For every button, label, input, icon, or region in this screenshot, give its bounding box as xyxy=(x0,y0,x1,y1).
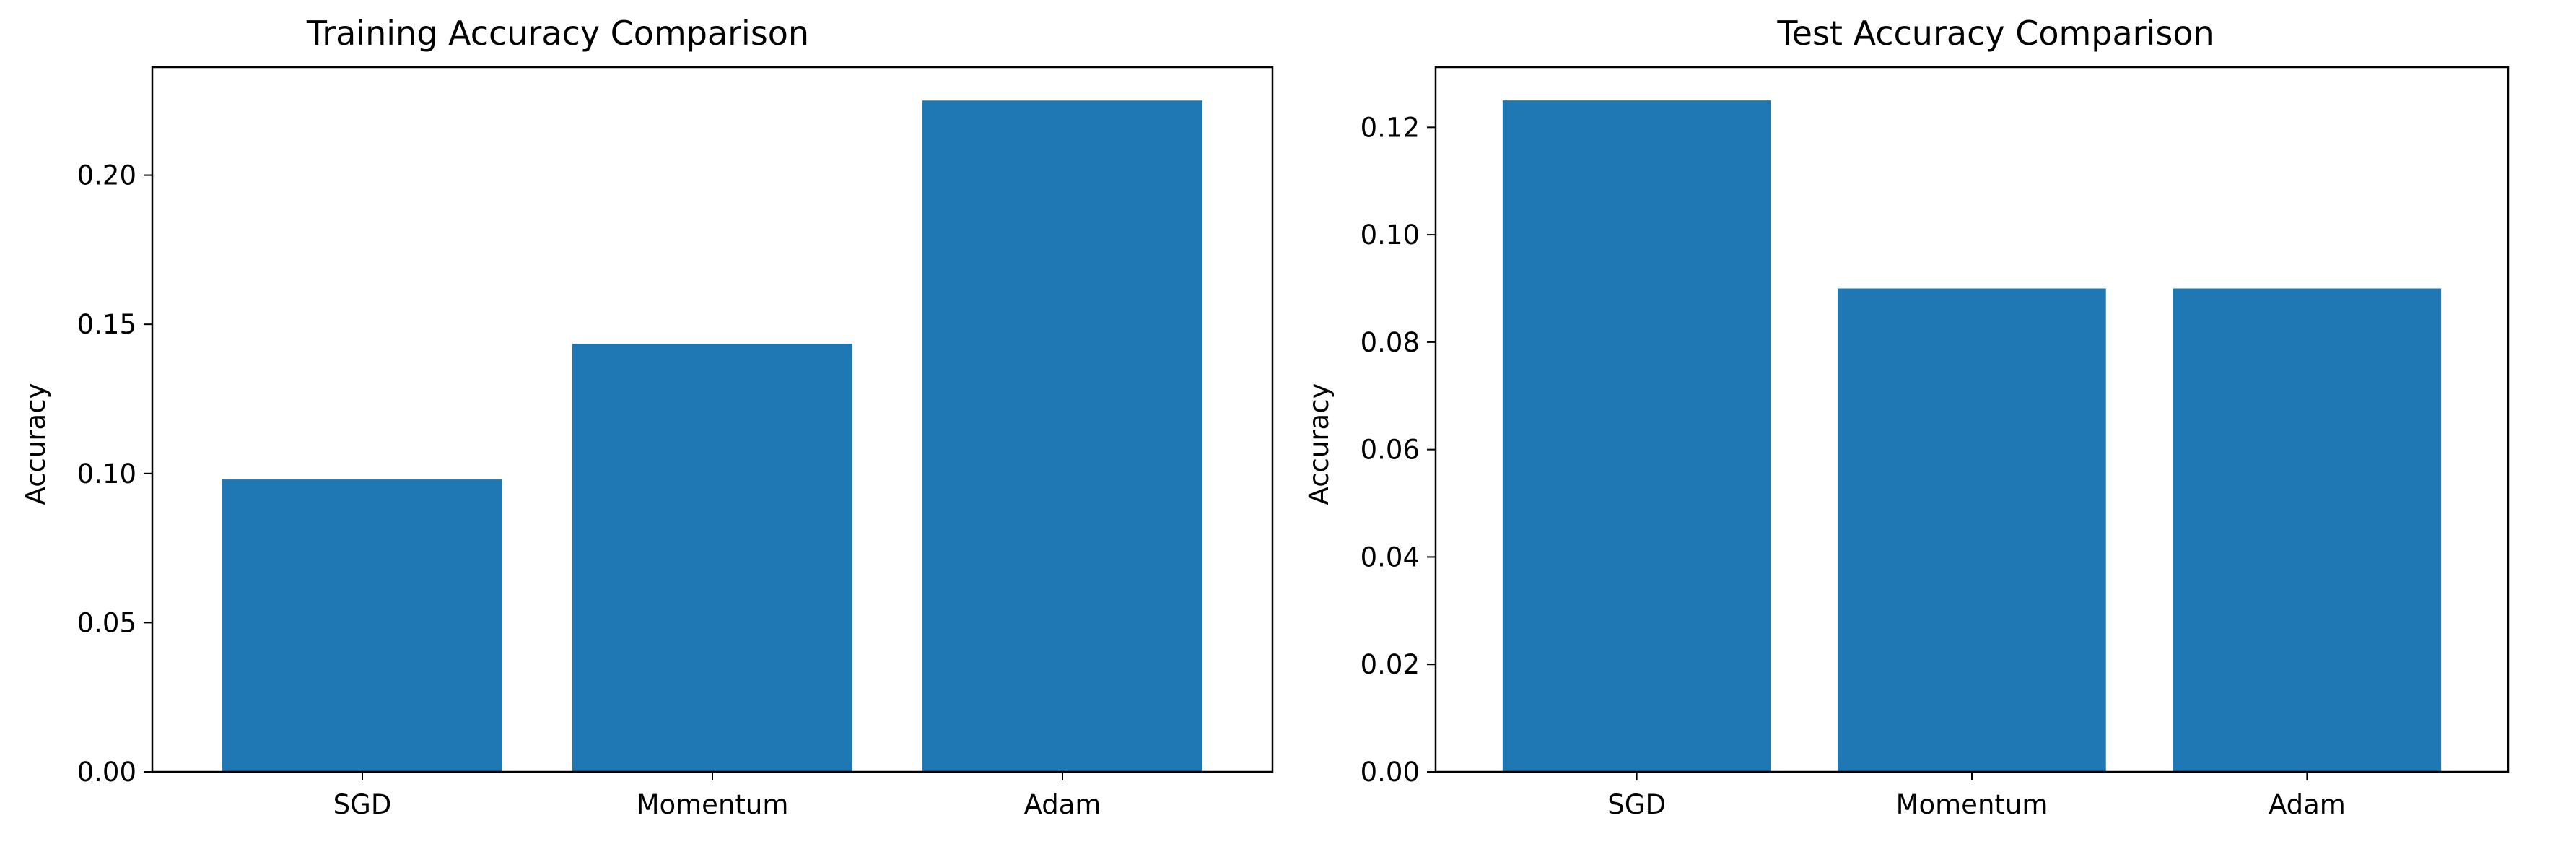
x-ticks: SGD Momentum Adam xyxy=(333,772,1101,820)
x-tick-label: Adam xyxy=(1024,789,1101,820)
bar-momentum xyxy=(572,344,852,772)
bar-sgd xyxy=(1502,100,1771,772)
x-tick-label: SGD xyxy=(333,789,392,820)
bar-adam xyxy=(922,100,1202,772)
y-ticks: 0.00 0.05 0.10 0.15 0.20 xyxy=(77,160,152,788)
y-tick-label: 0.02 xyxy=(1361,649,1420,680)
plot-frame xyxy=(1434,66,2510,773)
x-ticks: SGD Momentum Adam xyxy=(1607,772,2346,820)
y-tick-label: 0.15 xyxy=(77,309,136,340)
chart-title: Test Accuracy Comparison xyxy=(1776,14,2214,53)
bar-momentum xyxy=(1838,288,2106,772)
y-tick-label: 0.20 xyxy=(77,160,136,191)
y-tick-label: 0.12 xyxy=(1361,112,1420,143)
x-tick-label: SGD xyxy=(1607,789,1666,820)
bar-sgd xyxy=(222,479,502,772)
y-tick-label: 0.10 xyxy=(77,458,136,490)
bar-adam xyxy=(2173,288,2442,772)
bars xyxy=(222,100,1202,772)
bars xyxy=(1502,100,2442,772)
chart-title: Training Accuracy Comparison xyxy=(306,14,809,53)
x-tick-label: Adam xyxy=(2269,789,2346,820)
y-tick-label: 0.00 xyxy=(77,757,136,788)
plot-frame xyxy=(151,66,1274,773)
x-tick-label: Momentum xyxy=(637,789,789,820)
y-tick-label: 0.04 xyxy=(1361,541,1420,573)
test-accuracy-chart: Test Accuracy Comparison Accuracy 0.000.… xyxy=(1304,14,2510,820)
y-tick-label: 0.00 xyxy=(1361,757,1420,788)
y-tick-label: 0.10 xyxy=(1361,219,1420,251)
y-tick-label: 0.08 xyxy=(1361,327,1420,358)
x-tick-label: Momentum xyxy=(1896,789,2048,820)
y-tick-label: 0.05 xyxy=(77,607,136,638)
y-tick-label: 0.06 xyxy=(1361,435,1420,466)
training-accuracy-chart: Training Accuracy Comparison Accuracy 0.… xyxy=(20,14,1274,820)
y-ticks: 0.00 0.02 0.04 0.06 0.08 0.10 0.12 xyxy=(1361,112,1436,788)
y-axis-label: Accuracy xyxy=(1304,383,1335,505)
y-axis-label: Accuracy xyxy=(20,383,51,505)
